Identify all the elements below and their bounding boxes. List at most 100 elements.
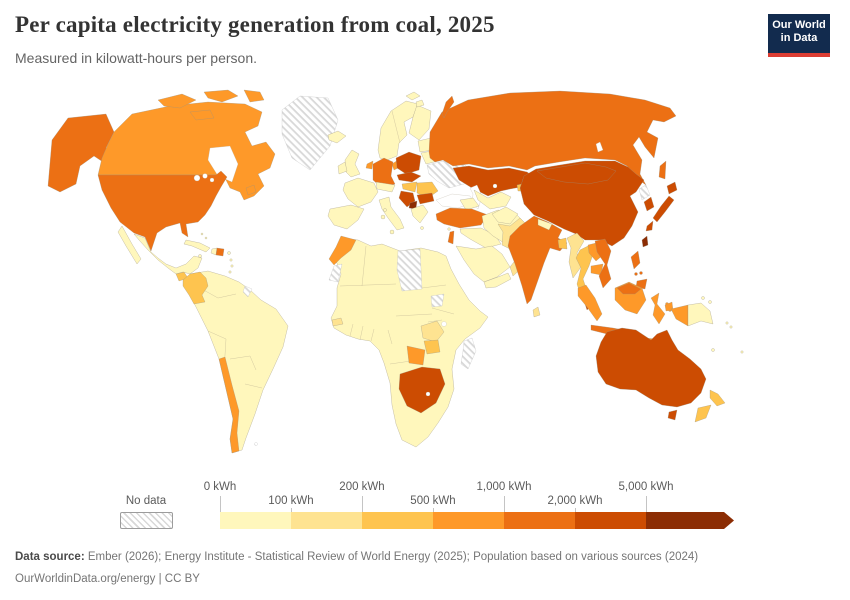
- legend-no-data-swatch[interactable]: [120, 512, 173, 529]
- region-malaysia-borneo[interactable]: [616, 282, 642, 295]
- island-sardinia[interactable]: [380, 214, 386, 220]
- country-nepal[interactable]: [537, 218, 553, 231]
- island-tasmania[interactable]: [667, 409, 678, 421]
- country-greece[interactable]: [410, 204, 429, 224]
- country-canada-island[interactable]: [203, 89, 239, 103]
- island-sulawesi[interactable]: [650, 292, 666, 325]
- country-madagascar[interactable]: [460, 337, 477, 370]
- lesser-antilles[interactable]: [228, 270, 232, 274]
- country-canada-island[interactable]: [189, 109, 215, 121]
- country-cyprus[interactable]: [447, 227, 451, 231]
- country-israel[interactable]: [447, 230, 455, 245]
- country-solomon-islands[interactable]: [729, 325, 733, 329]
- country-united-kingdom[interactable]: [344, 149, 361, 178]
- country-colombia[interactable]: [182, 271, 209, 305]
- country-japan-honshu[interactable]: [652, 195, 675, 223]
- falkland-islands[interactable]: [254, 442, 258, 446]
- country-japan-kyushu[interactable]: [645, 220, 654, 232]
- country-mexico[interactable]: [133, 233, 203, 275]
- country-ireland[interactable]: [337, 161, 348, 175]
- country-south-sudan[interactable]: [430, 293, 445, 308]
- country-new-zealand-south[interactable]: [694, 404, 712, 423]
- country-australia[interactable]: [595, 327, 707, 408]
- country-vietnam[interactable]: [594, 238, 612, 289]
- island-sumatra[interactable]: [577, 284, 603, 322]
- country-india[interactable]: [507, 215, 568, 305]
- country-zimbabwe[interactable]: [423, 339, 441, 355]
- country-bangladesh[interactable]: [557, 237, 568, 250]
- country-south-africa[interactable]: [398, 366, 446, 414]
- philippine-island[interactable]: [634, 272, 638, 276]
- country-saudi-arabia[interactable]: [455, 245, 511, 283]
- country-solomon-islands[interactable]: [725, 321, 729, 325]
- territory-svalbard[interactable]: [405, 91, 421, 101]
- country-canada-island[interactable]: [243, 89, 265, 103]
- region-south-america[interactable]: [188, 270, 289, 454]
- country-czechia-slovakia[interactable]: [396, 171, 422, 183]
- country-canada-island[interactable]: [157, 93, 197, 109]
- country-chile[interactable]: [218, 356, 240, 454]
- country-turkey[interactable]: [435, 207, 489, 229]
- territory-western-sahara[interactable]: [328, 263, 343, 283]
- island-crete[interactable]: [420, 226, 424, 230]
- country-taiwan[interactable]: [641, 235, 649, 248]
- country-philippines-luzon[interactable]: [630, 250, 641, 270]
- footer-link[interactable]: OurWorldinData.org/energy | CC BY: [15, 573, 200, 585]
- region-caucasus[interactable]: [459, 197, 480, 211]
- territory-french-guiana[interactable]: [242, 285, 253, 298]
- country-libya[interactable]: [396, 248, 423, 292]
- country-china[interactable]: [519, 160, 645, 247]
- country-iceland[interactable]: [327, 130, 347, 144]
- country-romania[interactable]: [416, 181, 439, 199]
- country-united-states[interactable]: [97, 170, 228, 252]
- lesser-antilles[interactable]: [229, 258, 233, 262]
- country-senegal[interactable]: [331, 317, 344, 327]
- png-island[interactable]: [701, 296, 705, 300]
- country-cuba[interactable]: [183, 239, 211, 253]
- region-iberia[interactable]: [327, 204, 365, 230]
- country-netherlands[interactable]: [365, 160, 374, 170]
- country-dominican-republic[interactable]: [215, 247, 225, 257]
- country-papua-new-guinea[interactable]: [687, 302, 714, 327]
- png-island[interactable]: [708, 300, 712, 304]
- country-hungary-croatia[interactable]: [401, 181, 418, 193]
- country-france[interactable]: [342, 177, 379, 208]
- island-corsica[interactable]: [383, 208, 387, 212]
- country-greenland[interactable]: [281, 95, 339, 171]
- country-laos[interactable]: [587, 242, 604, 262]
- country-italy[interactable]: [378, 196, 405, 231]
- country-finland[interactable]: [408, 104, 432, 141]
- country-new-zealand-north[interactable]: [709, 389, 726, 407]
- country-puerto-rico[interactable]: [227, 251, 231, 255]
- country-botswana[interactable]: [406, 345, 426, 366]
- island-sicily[interactable]: [389, 229, 395, 235]
- legend-color-bar[interactable]: [220, 512, 717, 529]
- island-sakhalin[interactable]: [658, 160, 667, 180]
- country-russia[interactable]: [428, 90, 677, 186]
- territory-svalbard[interactable]: [415, 99, 425, 108]
- country-north-korea[interactable]: [638, 184, 651, 201]
- country-zambia[interactable]: [420, 320, 445, 343]
- country-morocco[interactable]: [328, 235, 357, 266]
- country-poland[interactable]: [395, 151, 422, 175]
- region-central-asia[interactable]: [473, 189, 512, 210]
- region-alpine-states[interactable]: [375, 181, 396, 193]
- country-sri-lanka[interactable]: [532, 306, 541, 318]
- country-mexico-baja[interactable]: [117, 225, 142, 265]
- country-yemen[interactable]: [483, 272, 512, 289]
- island-novaya-zemlya[interactable]: [441, 95, 455, 119]
- country-mongolia[interactable]: [536, 162, 617, 185]
- country-canada-newfoundland[interactable]: [245, 184, 257, 196]
- country-afghanistan[interactable]: [491, 206, 519, 225]
- country-germany[interactable]: [372, 157, 396, 189]
- country-bahamas[interactable]: [204, 236, 208, 240]
- country-bahamas[interactable]: [200, 232, 204, 236]
- country-fiji[interactable]: [740, 350, 744, 354]
- country-bulgaria[interactable]: [416, 192, 435, 205]
- lesser-antilles[interactable]: [230, 264, 234, 268]
- owid-logo[interactable]: Our World in Data: [768, 14, 830, 57]
- country-jamaica[interactable]: [198, 254, 202, 258]
- country-japan-hokkaido[interactable]: [666, 181, 678, 195]
- philippine-island[interactable]: [639, 271, 643, 275]
- region-west-papua-main[interactable]: [670, 304, 689, 327]
